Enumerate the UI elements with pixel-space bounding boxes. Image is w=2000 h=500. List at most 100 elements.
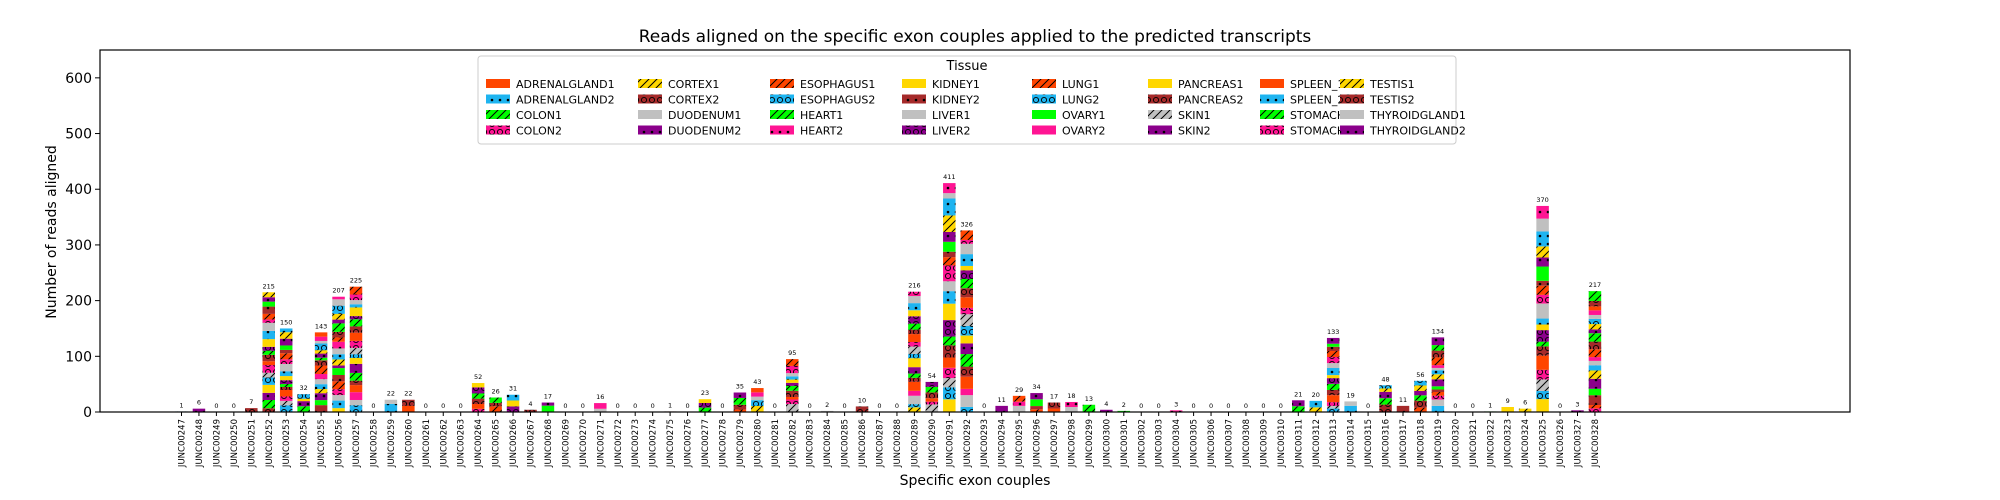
x-tick-label: JUNC00309 (1259, 419, 1269, 468)
bar-segment (1030, 393, 1043, 400)
legend-label: COLON1 (516, 109, 562, 122)
legend-swatch (1260, 125, 1284, 135)
bar-segment (908, 377, 921, 382)
bar-segment (594, 403, 607, 409)
bar-total-label: 0 (877, 402, 881, 410)
legend-label: TESTIS1 (1369, 78, 1415, 91)
bar-segment (1536, 285, 1549, 295)
bar-segment (925, 386, 939, 393)
x-tick-label: JUNC00326 (1556, 419, 1566, 468)
x-tick-label: JUNC00263 (457, 419, 467, 468)
legend-swatch (486, 125, 510, 135)
bar-segment (1536, 280, 1549, 286)
bar-segment (332, 381, 345, 390)
x-tick-label: JUNC00307 (1225, 419, 1235, 468)
legend-box (477, 55, 1457, 145)
bar-segment (1431, 357, 1445, 366)
bar-total-label: 0 (633, 402, 637, 410)
x-tick-label: JUNC00308 (1242, 419, 1252, 468)
bar-segment (960, 288, 973, 298)
bar-segment (1431, 405, 1445, 412)
legend-label: PANCREAS1 (1178, 78, 1243, 91)
x-tick-label: JUNC00293 (980, 419, 990, 468)
bar-segment (1536, 341, 1549, 347)
bar-segment (332, 389, 345, 396)
bar-segment (314, 405, 328, 412)
bar-segment (349, 347, 363, 355)
x-tick-label: JUNC00248 (195, 419, 205, 468)
x-tick-label: JUNC00251 (247, 419, 257, 468)
bar-segment (751, 388, 764, 393)
x-tick-label: JUNC00278 (718, 419, 728, 468)
x-tick-label: JUNC00276 (684, 419, 694, 468)
x-tick-label: JUNC00305 (1190, 419, 1200, 468)
bar-segment (1431, 389, 1445, 392)
legend-swatch (1260, 94, 1284, 104)
chart-title: Reads aligned on the specific exon coupl… (639, 27, 1312, 47)
x-tick-label: JUNC00264 (474, 419, 484, 468)
bar-total-label: 11 (998, 396, 1006, 404)
bar-segment (1588, 306, 1602, 311)
bar-segment (489, 402, 502, 407)
bar-segment (786, 379, 799, 383)
bar-segment (349, 300, 363, 305)
x-tick-label: JUNC00272 (614, 419, 624, 468)
bar-segment (1414, 385, 1427, 391)
bar-total-label: 0 (720, 402, 724, 410)
bar-total-label: 9 (1506, 397, 1510, 405)
bar-total-label: 31 (509, 385, 517, 393)
bar-segment (471, 398, 485, 405)
bar-segment (1414, 395, 1427, 401)
x-tick-label: JUNC00265 (492, 419, 502, 468)
bar-segment (1431, 395, 1445, 400)
bar-total-label: 0 (651, 402, 655, 410)
bar-segment (908, 310, 921, 317)
bar-segment (1012, 405, 1026, 412)
bar-segment (943, 291, 956, 304)
bar-segment (1588, 333, 1602, 342)
bar-total-label: 0 (1366, 402, 1370, 410)
bar-total-label: 0 (685, 402, 689, 410)
bar-segment (506, 400, 520, 407)
bar-total-label: 48 (1381, 375, 1389, 383)
x-tick-label: JUNC00321 (1469, 419, 1479, 468)
bar-total-label: 0 (371, 402, 375, 410)
bar-segment (960, 406, 973, 412)
x-tick-label: JUNC00318 (1416, 419, 1426, 468)
bar-total-label: 0 (616, 402, 620, 410)
legend-label: STOMACH2 (1290, 125, 1352, 138)
bar-segment (262, 301, 275, 307)
bar-segment (908, 381, 921, 391)
bar-segment (1431, 365, 1445, 368)
bar-total-label: 0 (1209, 402, 1213, 410)
bar-segment (1588, 357, 1602, 361)
bar-segment (1047, 402, 1061, 409)
bar-segment (262, 361, 275, 366)
bar-total-label: 133 (1327, 328, 1339, 336)
bar-segment (960, 239, 973, 244)
legend-label: LUNG1 (1062, 78, 1099, 91)
legend-swatch (638, 110, 662, 119)
bar-segment (908, 316, 921, 324)
legend-swatch (770, 110, 794, 119)
legend-label: THYROIDGLAND2 (1369, 125, 1466, 138)
x-tick-label: JUNC00298 (1067, 419, 1077, 468)
bar-segment (786, 359, 799, 366)
bar-segment (1169, 410, 1183, 412)
bar-segment (908, 404, 921, 408)
bar-total-label: 0 (843, 402, 847, 410)
bar-segment (786, 399, 799, 405)
bar-segment (314, 336, 328, 341)
bar-segment (943, 320, 956, 337)
bar-segment (279, 376, 293, 381)
bar-total-label: 0 (1192, 402, 1196, 410)
legend-label: OVARY1 (1062, 109, 1105, 122)
bar-segment (698, 407, 712, 412)
bar-total-label: 4 (1104, 400, 1108, 408)
bar-segment (262, 292, 275, 298)
bar-segment (1536, 294, 1549, 304)
bar-total-label: 150 (280, 318, 292, 326)
bar-segment (1431, 399, 1445, 406)
x-tick-label: JUNC00285 (841, 419, 851, 468)
x-tick-label: JUNC00304 (1172, 419, 1182, 468)
